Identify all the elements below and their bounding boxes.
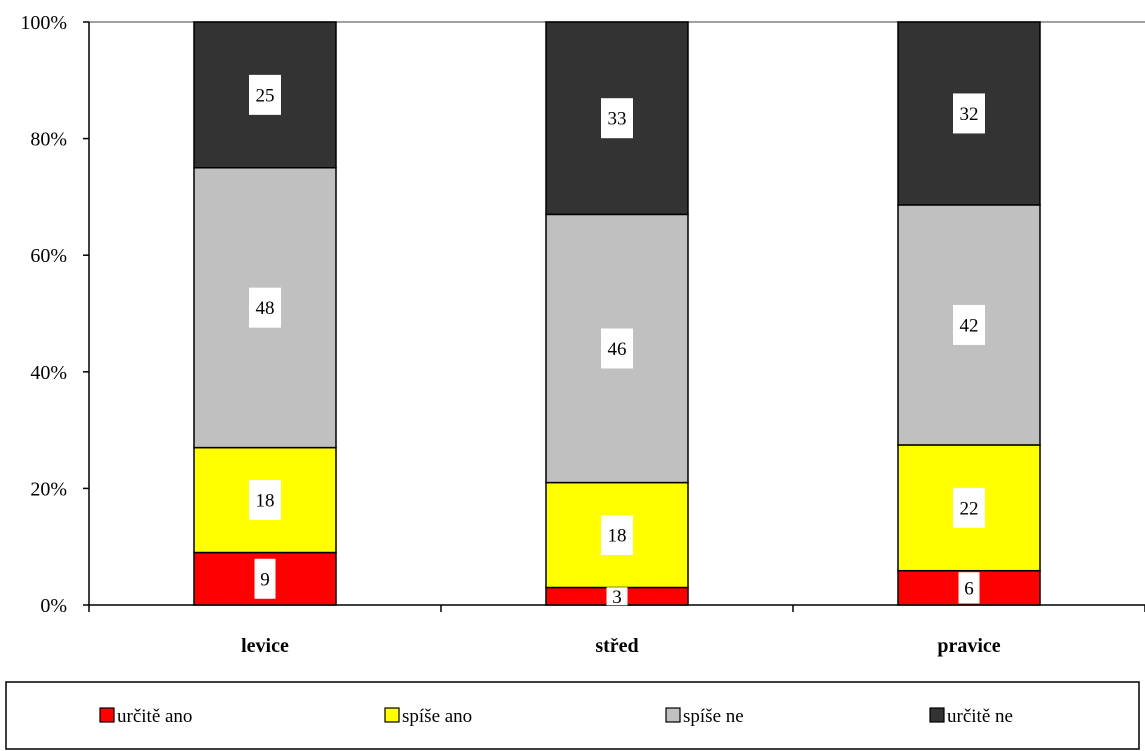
legend-label: spíše ne [683, 706, 744, 727]
data-labels: 9 18 48 25 3 18 46 33 6 22 42 32 [249, 74, 985, 608]
legend-swatch [929, 707, 945, 723]
data-label: 3 [612, 587, 622, 608]
y-tick-label: 60% [30, 245, 67, 267]
data-label-box [249, 287, 281, 328]
data-label: 33 [608, 109, 627, 130]
data-label-box [958, 572, 980, 604]
legend-label: určitě ne [947, 706, 1013, 727]
legend: určitě ano spíše ano spíše ne určitě ne [5, 681, 1140, 750]
x-category-label: pravice [937, 635, 1000, 657]
legend-swatch [384, 707, 400, 723]
data-label: 25 [256, 85, 275, 106]
data-label: 32 [960, 104, 979, 125]
x-category-label: levice [241, 635, 289, 657]
data-label-box [953, 304, 985, 345]
data-label: 46 [608, 339, 627, 360]
y-tick-label: 40% [30, 362, 67, 384]
y-tick-label: 0% [40, 595, 67, 617]
legend-label: určitě ano [117, 706, 192, 727]
data-label: 42 [960, 315, 979, 336]
y-tick-label: 100% [20, 12, 67, 34]
data-label-box [601, 328, 633, 369]
legend-swatch [665, 707, 681, 723]
data-label: 9 [260, 569, 270, 590]
legend-box [5, 681, 1140, 750]
data-label-box [601, 98, 633, 139]
data-label: 18 [608, 526, 627, 547]
data-label-box [601, 515, 633, 556]
data-label-box [953, 93, 985, 134]
y-tick-label: 20% [30, 478, 67, 500]
x-category-label: střed [595, 635, 638, 657]
data-label: 22 [960, 498, 979, 519]
data-label: 6 [964, 578, 974, 599]
data-label-box [249, 74, 281, 115]
y-tick-label: 80% [30, 129, 67, 151]
legend-label: spíše ano [402, 706, 472, 727]
y-axis: 0% 20% 40% 60% 80% 100% [20, 12, 90, 617]
data-label-box [249, 480, 281, 521]
data-label-box [606, 587, 628, 606]
data-label: 48 [256, 298, 275, 319]
data-label-box [953, 487, 985, 528]
data-label: 18 [256, 491, 275, 512]
x-axis: levice střed pravice [88, 604, 1145, 657]
data-label-box [254, 558, 276, 599]
legend-swatch [99, 707, 115, 723]
